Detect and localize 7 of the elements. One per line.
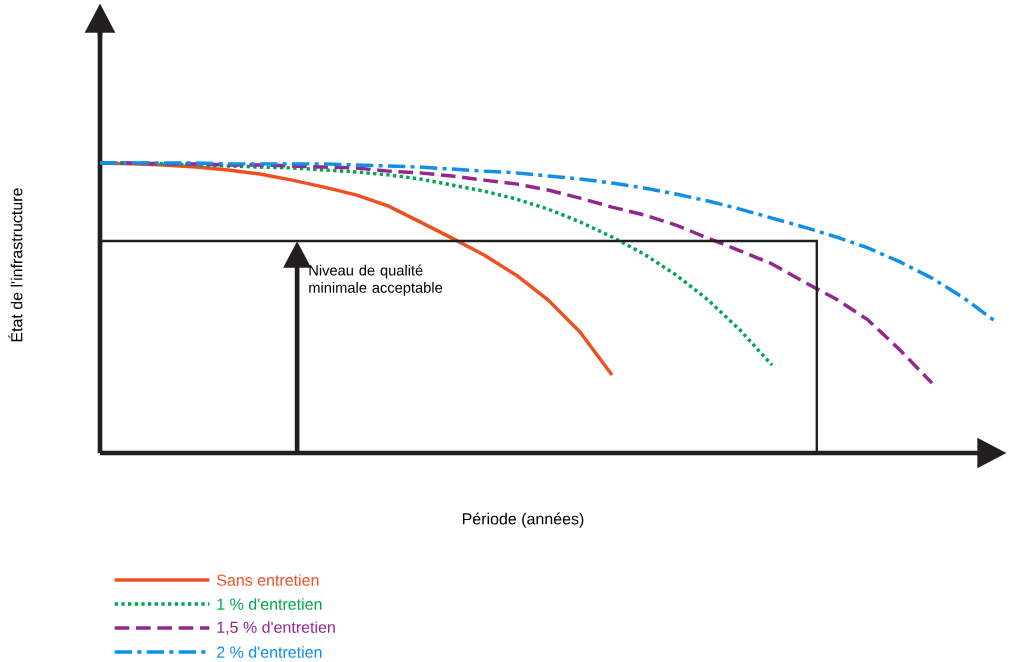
y-axis-title: État de l'infrastructure [8,188,23,342]
text: 2 % d'entretien [217,646,322,658]
text: Sans entretien [217,574,319,586]
x-axis-title: Période (années) [462,512,584,528]
annotation: Niveau de qualité minimale acceptable [309,264,443,296]
text: 1,5 % d'entretien [217,621,335,635]
text: 1 % d'entretien [217,598,322,610]
